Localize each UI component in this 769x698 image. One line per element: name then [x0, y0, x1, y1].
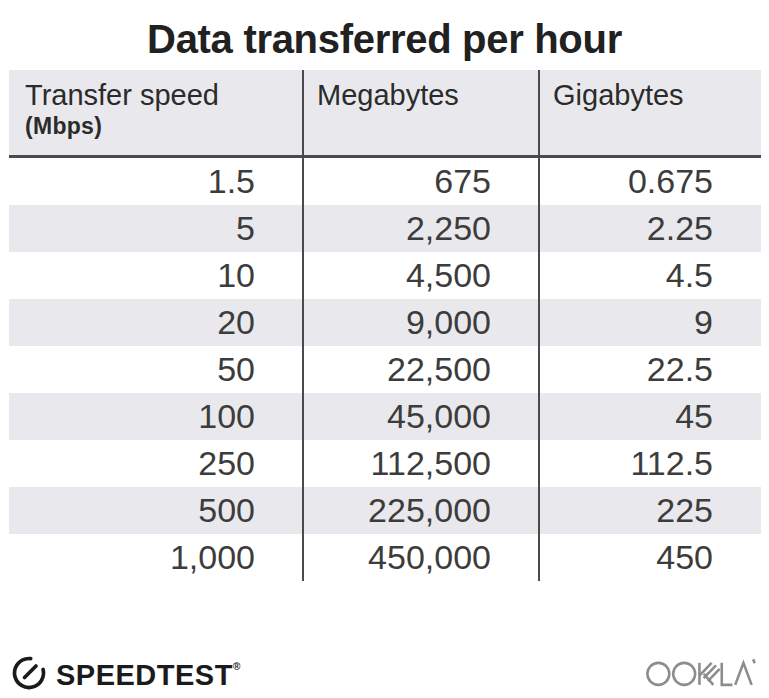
footer: SPEEDTEST®	[0, 0, 769, 698]
ookla-wordmark	[646, 657, 756, 691]
registered-trademark-symbol: ®	[233, 661, 240, 672]
speedtest-wordmark: SPEEDTEST®	[56, 659, 240, 692]
speedtest-gauge-icon	[10, 653, 48, 691]
infographic: Data transferred per hour Transfer speed…	[0, 0, 769, 698]
